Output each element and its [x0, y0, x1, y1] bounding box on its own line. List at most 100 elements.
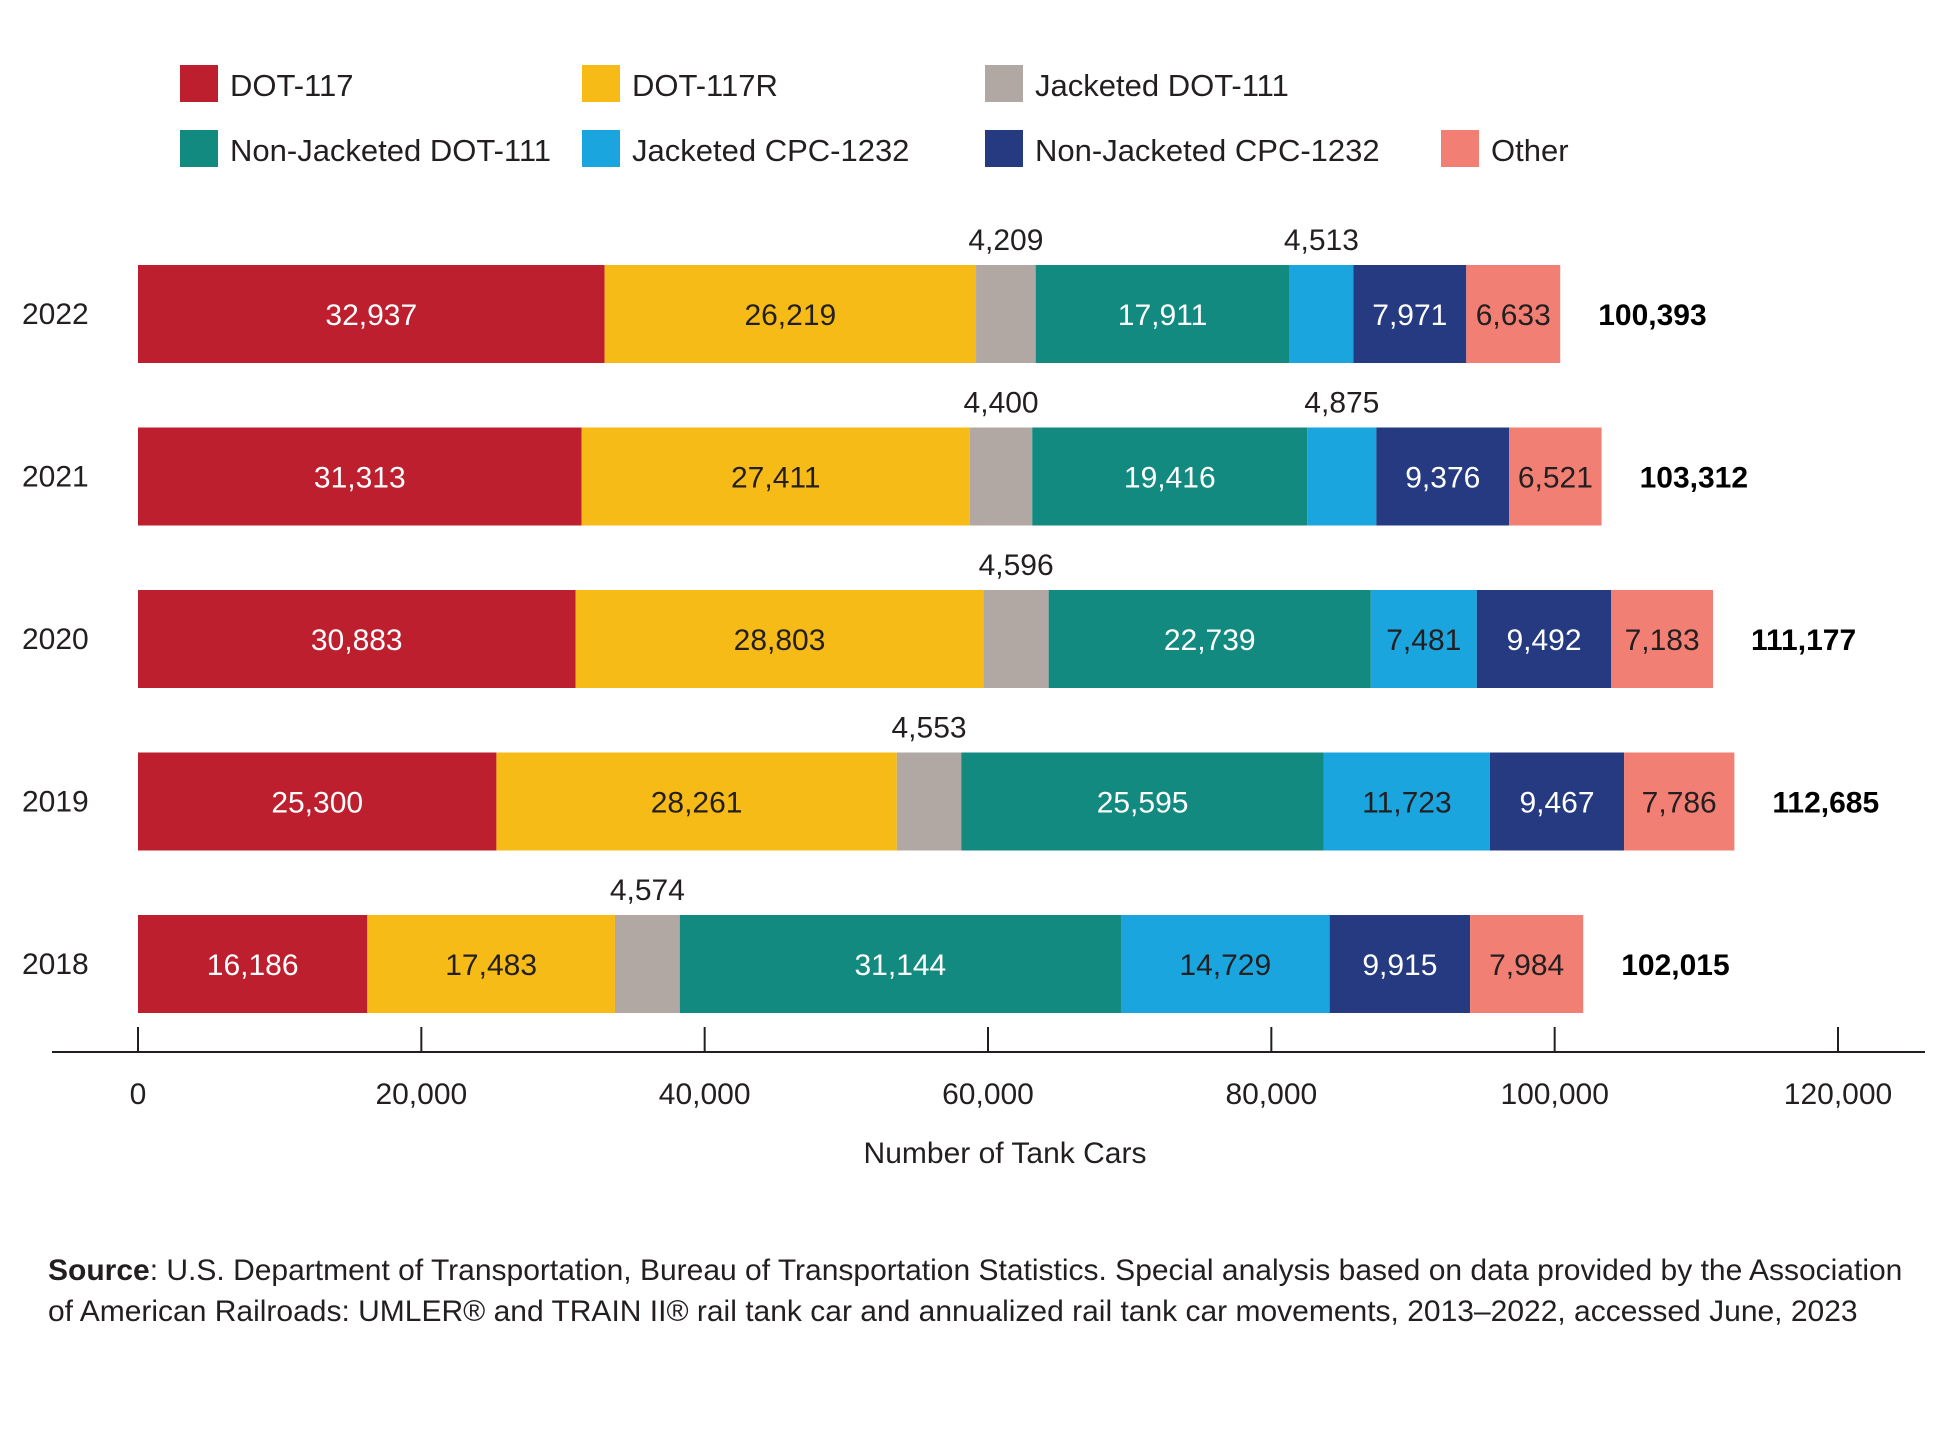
data-label-non-jacketed-dot-111-2022: 17,911 — [1118, 299, 1208, 332]
data-label-non-jacketed-dot-111-2019: 25,595 — [1097, 787, 1189, 820]
data-label-dot-117r-2020: 28,803 — [734, 624, 826, 657]
x-axis-title: Number of Tank Cars — [864, 1137, 1147, 1170]
bar-dot-117-2021 — [138, 427, 582, 526]
bar-other-2022 — [1466, 265, 1561, 363]
bar-jacketed-dot-111-2018 — [614, 915, 680, 1013]
x-tick-label-40000: 40,000 — [659, 1078, 751, 1111]
bar-dot-117r-2019 — [496, 752, 897, 851]
data-label-jacketed-cpc-1232-2021: 4,875 — [1304, 387, 1379, 420]
bar-jacketed-dot-111-2021 — [969, 427, 1033, 526]
data-label-dot-117r-2021: 27,411 — [731, 462, 821, 495]
data-label-jacketed-cpc-1232-2018: 14,729 — [1179, 949, 1271, 982]
x-tick-label-0: 0 — [130, 1078, 147, 1111]
bar-non-jacketed-cpc-1232-2019 — [1489, 752, 1625, 851]
legend-label-non-jacketed-dot-111: Non-Jacketed DOT-111 — [230, 133, 551, 168]
chart-legend: DOT-117 DOT-117R Jacketed DOT-111 Non-Jacke… — [180, 65, 1569, 168]
data-label-other-2019: 7,786 — [1642, 787, 1717, 820]
data-label-jacketed-dot-111-2020: 4,596 — [979, 549, 1054, 582]
bar-jacketed-dot-111-2020 — [983, 590, 1049, 688]
source-note: Source: U.S. Department of Transportatio… — [48, 1250, 1908, 1332]
total-label-2018: 102,015 — [1621, 949, 1729, 982]
data-label-jacketed-cpc-1232-2022: 4,513 — [1284, 224, 1359, 257]
data-label-dot-117-2022: 32,937 — [325, 299, 417, 332]
legend-swatch-dot-117 — [180, 65, 218, 102]
y-tick-label-2022: 2022 — [22, 298, 89, 331]
data-label-non-jacketed-cpc-1232-2020: 9,492 — [1506, 624, 1581, 657]
bar-non-jacketed-cpc-1232-2021 — [1376, 427, 1510, 526]
x-tick-label-80000: 80,000 — [1225, 1078, 1317, 1111]
x-tick-label-100000: 100,000 — [1500, 1078, 1608, 1111]
data-label-other-2021: 6,521 — [1518, 462, 1593, 495]
bar-non-jacketed-dot-111-2018 — [679, 915, 1121, 1013]
total-label-2021: 103,312 — [1640, 462, 1748, 495]
data-label-dot-117-2021: 31,313 — [314, 462, 406, 495]
data-label-jacketed-dot-111-2022: 4,209 — [968, 224, 1043, 257]
bar-dot-117r-2022 — [604, 265, 977, 363]
legend-label-dot-117r: DOT-117R — [632, 68, 778, 103]
bar-dot-117r-2020 — [575, 590, 984, 688]
data-label-jacketed-cpc-1232-2020: 7,481 — [1386, 624, 1461, 657]
x-axis: 0 20,000 40,000 60,000 80,000 100,000 120,000 N… — [52, 1027, 1925, 1170]
legend-label-jacketed-dot-111: Jacketed DOT-111 — [1035, 68, 1289, 103]
bar-jacketed-dot-111-2019 — [896, 752, 962, 851]
data-label-non-jacketed-dot-111-2021: 19,416 — [1124, 462, 1216, 495]
data-label-non-jacketed-dot-111-2018: 31,144 — [854, 949, 946, 982]
data-label-non-jacketed-cpc-1232-2022: 7,971 — [1372, 299, 1447, 332]
bar-non-jacketed-dot-111-2021 — [1032, 427, 1308, 526]
data-label-jacketed-dot-111-2021: 4,400 — [964, 387, 1039, 420]
data-label-dot-117-2019: 25,300 — [271, 787, 363, 820]
data-label-other-2018: 7,984 — [1489, 949, 1564, 982]
x-tick-label-60000: 60,000 — [942, 1078, 1034, 1111]
legend-swatch-dot-117r — [582, 65, 620, 102]
y-tick-label-2019: 2019 — [22, 786, 89, 819]
data-label-jacketed-dot-111-2018: 4,574 — [610, 874, 685, 907]
total-label-2022: 100,393 — [1598, 299, 1706, 332]
data-label-dot-117r-2022: 26,219 — [744, 299, 836, 332]
bar-jacketed-cpc-1232-2018 — [1120, 915, 1330, 1013]
legend-swatch-other — [1441, 130, 1479, 167]
y-tick-label-2021: 2021 — [22, 461, 89, 494]
data-label-dot-117r-2019: 28,261 — [651, 787, 743, 820]
bar-other-2019 — [1624, 752, 1735, 851]
legend-label-non-jacketed-cpc-1232: Non-Jacketed CPC-1232 — [1035, 133, 1380, 168]
data-label-dot-117r-2018: 17,483 — [445, 949, 537, 982]
data-label-dot-117-2018: 16,186 — [207, 949, 299, 982]
x-tick-label-20000: 20,000 — [375, 1078, 467, 1111]
bar-dot-117r-2021 — [581, 427, 970, 526]
data-label-dot-117-2020: 30,883 — [311, 624, 403, 657]
legend-swatch-jacketed-cpc-1232 — [582, 130, 620, 167]
bar-dot-117-2019 — [138, 752, 497, 851]
y-tick-label-2020: 2020 — [22, 623, 89, 656]
bar-other-2020 — [1611, 590, 1714, 688]
data-label-other-2022: 6,633 — [1476, 299, 1551, 332]
data-label-non-jacketed-cpc-1232-2021: 9,376 — [1405, 462, 1480, 495]
data-label-non-jacketed-cpc-1232-2018: 9,915 — [1362, 949, 1437, 982]
bar-dot-117-2018 — [138, 915, 368, 1013]
legend-label-other: Other — [1491, 133, 1569, 168]
legend-swatch-non-jacketed-cpc-1232 — [985, 130, 1023, 167]
legend-label-jacketed-cpc-1232: Jacketed CPC-1232 — [632, 133, 909, 168]
source-label: Source — [48, 1254, 150, 1287]
bar-jacketed-cpc-1232-2019 — [1323, 752, 1490, 851]
bar-non-jacketed-dot-111-2019 — [961, 752, 1324, 851]
data-label-non-jacketed-cpc-1232-2019: 9,467 — [1519, 787, 1594, 820]
bar-area: 2022 32,937 26,219 4,209 17,911 4,513 7,971 6,6… — [22, 224, 1879, 1013]
source-text: : U.S. Department of Transportation, Bur… — [48, 1254, 1903, 1328]
data-label-jacketed-dot-111-2019: 4,553 — [891, 712, 966, 745]
x-tick-label-120000: 120,000 — [1784, 1078, 1892, 1111]
legend-label-dot-117: DOT-117 — [230, 68, 353, 103]
bar-dot-117-2022 — [138, 265, 605, 363]
bar-dot-117r-2018 — [367, 915, 615, 1013]
bar-jacketed-cpc-1232-2022 — [1289, 265, 1354, 363]
y-tick-label-2018: 2018 — [22, 948, 89, 981]
bar-dot-117-2020 — [138, 590, 576, 688]
bar-non-jacketed-cpc-1232-2022 — [1353, 265, 1467, 363]
bar-non-jacketed-dot-111-2022 — [1035, 265, 1290, 363]
total-label-2019: 112,685 — [1772, 787, 1879, 820]
bar-jacketed-cpc-1232-2021 — [1307, 427, 1377, 526]
bar-other-2021 — [1509, 427, 1602, 526]
legend-swatch-non-jacketed-dot-111 — [180, 130, 218, 167]
data-label-other-2020: 7,183 — [1625, 624, 1700, 657]
data-label-jacketed-cpc-1232-2019: 11,723 — [1362, 787, 1452, 820]
